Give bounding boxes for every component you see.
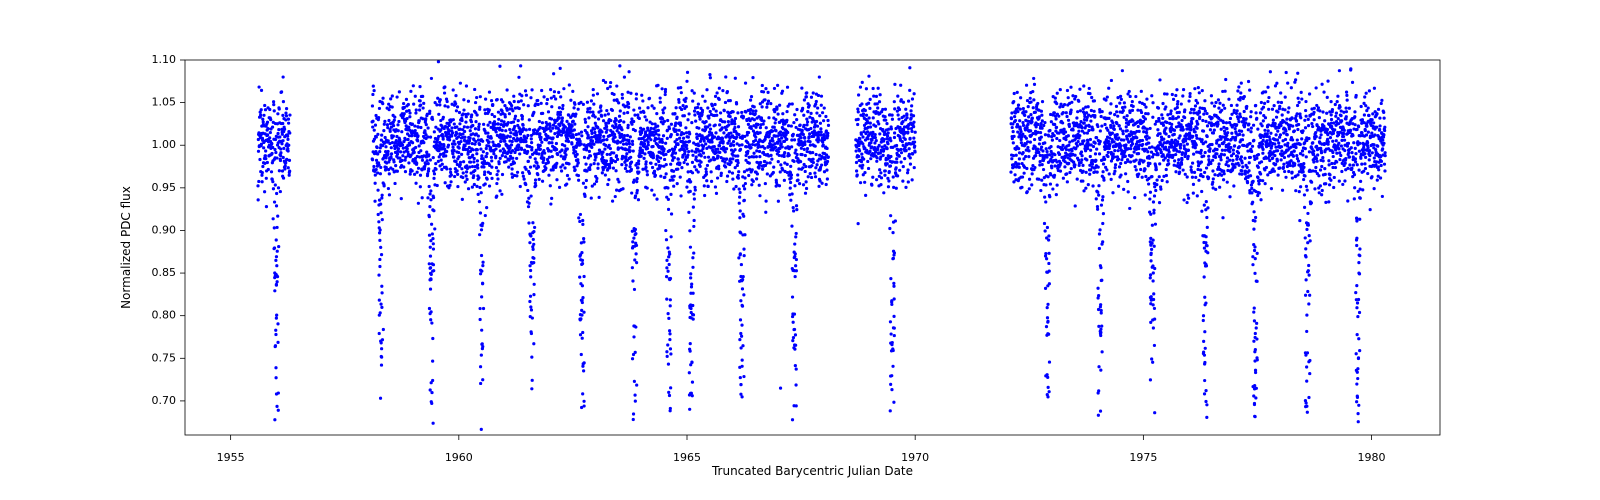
y-tick-label: 0.95	[152, 181, 177, 194]
y-tick-label: 0.90	[152, 223, 177, 236]
x-tick-label: 1975	[1129, 451, 1157, 464]
lightcurve-chart: 1955 1960 1965 1970 1975 1980 0.70 0.75 0.80 0.85…	[0, 0, 1600, 500]
chart-container: 1955 1960 1965 1970 1975 1980 0.70 0.75 0.80 0.85…	[0, 0, 1600, 500]
y-tick-label: 0.85	[152, 266, 177, 279]
y-tick-label: 0.70	[152, 394, 177, 407]
x-tick-label: 1970	[901, 451, 929, 464]
x-tick-label: 1980	[1358, 451, 1386, 464]
x-tick-label: 1960	[445, 451, 473, 464]
y-tick-label: 1.10	[152, 53, 177, 66]
y-tick-label: 0.80	[152, 309, 177, 322]
y-axis-label: Normalized PDC flux	[119, 186, 133, 309]
y-tick-label: 0.75	[152, 351, 177, 364]
x-axis-label: Truncated Barycentric Julian Date	[711, 464, 913, 478]
y-tick-label: 1.05	[152, 96, 177, 109]
y-tick-label: 1.00	[152, 138, 177, 151]
x-tick-label: 1955	[217, 451, 245, 464]
x-tick-label: 1965	[673, 451, 701, 464]
